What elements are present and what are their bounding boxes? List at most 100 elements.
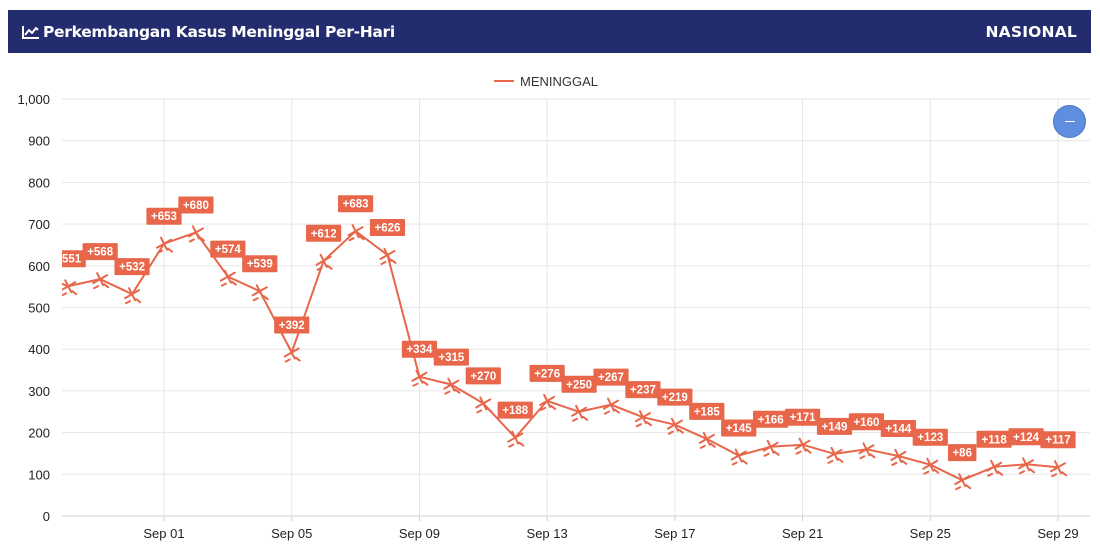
data-point[interactable] bbox=[539, 393, 557, 411]
y-tick-label: 300 bbox=[28, 384, 50, 399]
zoom-out-button[interactable] bbox=[1053, 105, 1086, 138]
data-point[interactable] bbox=[986, 459, 1004, 477]
y-tick-label: 100 bbox=[28, 467, 50, 482]
x-tick-label: Sep 25 bbox=[910, 526, 951, 541]
data-label-box bbox=[912, 428, 948, 446]
data-label-box bbox=[242, 255, 278, 273]
data-point[interactable] bbox=[92, 272, 110, 290]
data-point[interactable] bbox=[634, 410, 652, 428]
data-label: +219 bbox=[662, 392, 688, 404]
x-tick-label: Sep 21 bbox=[782, 526, 823, 541]
chart-header: Perkembangan Kasus Meninggal Per-Hari NA… bbox=[8, 10, 1091, 53]
x-tick-label: Sep 29 bbox=[1037, 526, 1078, 541]
data-label: +166 bbox=[758, 414, 784, 426]
data-point[interactable] bbox=[315, 253, 333, 271]
data-point[interactable] bbox=[826, 446, 844, 464]
data-label: +149 bbox=[822, 421, 848, 433]
data-label-box bbox=[784, 408, 821, 426]
data-label: +123 bbox=[917, 432, 943, 444]
data-label-box bbox=[497, 401, 533, 419]
data-point[interactable] bbox=[730, 448, 748, 466]
data-label-box bbox=[114, 258, 150, 276]
data-label: +118 bbox=[982, 434, 1008, 446]
data-label: +237 bbox=[630, 385, 656, 397]
data-point[interactable] bbox=[794, 437, 812, 455]
data-label-box bbox=[82, 243, 118, 261]
data-label-box bbox=[401, 340, 438, 358]
data-label: +568 bbox=[87, 247, 114, 259]
chart-title: Perkembangan Kasus Meninggal Per-Hari bbox=[43, 22, 395, 41]
data-point[interactable] bbox=[475, 396, 493, 414]
data-label-box bbox=[433, 348, 469, 366]
data-label: +334 bbox=[406, 344, 433, 356]
data-point[interactable] bbox=[666, 417, 684, 435]
data-point[interactable] bbox=[124, 287, 142, 305]
data-label: +117 bbox=[1045, 435, 1070, 447]
data-label-box-partial bbox=[9, 239, 42, 256]
data-label: +124 bbox=[1013, 432, 1040, 444]
y-tick-label: 900 bbox=[28, 134, 50, 149]
data-point[interactable] bbox=[61, 279, 78, 297]
data-point[interactable] bbox=[507, 430, 525, 448]
data-label-box bbox=[689, 402, 725, 420]
data-label-box bbox=[721, 419, 757, 437]
data-point[interactable] bbox=[1018, 457, 1036, 475]
x-tick-label: Sep 05 bbox=[271, 526, 312, 541]
data-label-box bbox=[561, 375, 597, 393]
data-label-box bbox=[848, 413, 885, 431]
scope-label: NASIONAL bbox=[985, 22, 1077, 41]
header-title-group: Perkembangan Kasus Meninggal Per-Hari bbox=[22, 23, 395, 41]
data-label: +683 bbox=[343, 199, 369, 211]
x-tick-label: Sep 17 bbox=[654, 526, 695, 541]
data-point[interactable] bbox=[603, 397, 620, 415]
data-point[interactable] bbox=[698, 431, 716, 449]
data-label: +250 bbox=[566, 379, 592, 391]
data-label: +612 bbox=[311, 228, 337, 240]
x-tick-label: Sep 01 bbox=[143, 526, 184, 541]
data-label-box bbox=[948, 444, 977, 462]
data-label-box bbox=[1040, 431, 1076, 449]
data-point[interactable] bbox=[379, 247, 397, 265]
data-label: +551 bbox=[55, 254, 82, 266]
data-point[interactable] bbox=[443, 377, 461, 395]
data-label-box bbox=[306, 224, 342, 242]
data-label-box bbox=[625, 381, 661, 399]
data-point[interactable] bbox=[219, 269, 237, 287]
data-point[interactable] bbox=[890, 448, 908, 466]
legend-label[interactable]: MENINGGAL bbox=[520, 74, 598, 89]
data-label-box bbox=[178, 196, 214, 214]
data-point[interactable] bbox=[954, 473, 972, 491]
data-point[interactable] bbox=[922, 457, 940, 475]
data-label-box bbox=[62, 250, 86, 268]
data-label: +626 bbox=[375, 222, 401, 234]
data-label: +653 bbox=[151, 211, 177, 223]
data-label: +539 bbox=[247, 259, 273, 271]
data-label: +392 bbox=[279, 320, 305, 332]
line-chart-icon bbox=[22, 25, 39, 39]
data-point[interactable] bbox=[762, 439, 780, 457]
data-label: +574 bbox=[215, 244, 242, 256]
data-point[interactable] bbox=[156, 236, 173, 254]
y-tick-label: 500 bbox=[28, 301, 50, 316]
data-label: +145 bbox=[726, 423, 753, 435]
data-label-box bbox=[337, 195, 374, 213]
data-label-box bbox=[657, 388, 693, 406]
data-label-box bbox=[274, 316, 310, 334]
data-label-box bbox=[976, 430, 1012, 448]
data-point[interactable] bbox=[571, 404, 589, 422]
chart-area: 0 100 200 300 400 500 600 700 800 900 1,000 Sep 01 S… bbox=[0, 60, 1100, 548]
data-point[interactable] bbox=[283, 345, 301, 363]
data-label-box bbox=[146, 207, 182, 225]
data-label: +160 bbox=[853, 417, 879, 429]
data-label-box bbox=[1008, 428, 1044, 446]
data-label: +315 bbox=[438, 352, 465, 364]
data-point[interactable] bbox=[347, 224, 365, 242]
data-point[interactable] bbox=[187, 225, 205, 243]
data-point[interactable] bbox=[858, 442, 876, 460]
y-tick-label: 0 bbox=[43, 509, 50, 524]
data-point[interactable] bbox=[411, 369, 429, 387]
data-label: +267 bbox=[598, 372, 624, 384]
data-label: +270 bbox=[470, 371, 496, 383]
data-point[interactable] bbox=[1050, 460, 1067, 478]
data-point[interactable] bbox=[251, 284, 269, 302]
